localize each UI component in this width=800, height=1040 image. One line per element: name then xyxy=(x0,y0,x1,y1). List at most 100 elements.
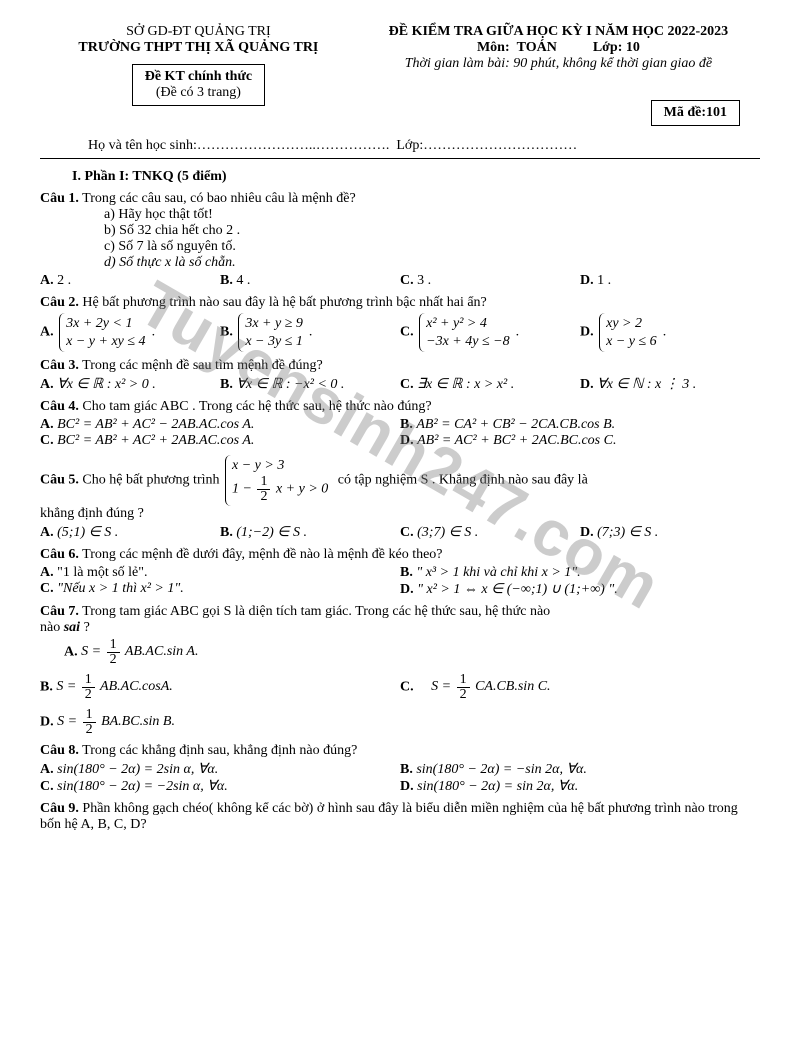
q7-label: Câu 7. xyxy=(40,604,79,619)
q1-ans-B: B. 4 . xyxy=(220,273,400,289)
q6-B-text: " x³ > 1 khi và chỉ khi x > 1". xyxy=(416,565,580,580)
q8-D-text: sin(180° − 2α) = sin 2α, ∀α. xyxy=(417,779,578,794)
q8-text: Trong các khẳng định sau, khẳng định nào… xyxy=(82,743,357,758)
question-9: Câu 9. Phần không gạch chéo( không kể cá… xyxy=(40,801,760,833)
q3-C-text: ∃x ∈ ℝ : x > x² . xyxy=(417,377,514,392)
subject-value: TOÁN xyxy=(517,40,557,55)
q7-C-post: CA.CB.sin C. xyxy=(472,679,551,694)
q4-label: Câu 4. xyxy=(40,399,79,414)
q5-sys1: x − y > 3 xyxy=(232,457,328,475)
q8-A-text: sin(180° − 2α) = 2sin α, ∀α. xyxy=(57,762,218,777)
q2-C2: −3x + 4y ≤ −8 xyxy=(426,333,509,351)
exam-code-box: Mã đề:101 xyxy=(651,100,740,126)
school-name: TRƯỜNG THPT THỊ XÃ QUẢNG TRỊ xyxy=(40,40,357,56)
question-4: Câu 4. Cho tam giác ABC . Trong các hệ t… xyxy=(40,399,760,449)
question-1: Câu 1. Trong các câu sau, có bao nhiêu c… xyxy=(40,191,760,289)
name-field: Họ và tên học sinh:……………………..……………. xyxy=(88,138,389,153)
q1-answers: A. 2 . B. 4 . C. 3 . D. 1 . xyxy=(40,273,760,289)
q2-label: Câu 2. xyxy=(40,295,79,310)
q1-sub-c: c) Số 7 là số nguyên tố. xyxy=(40,239,760,255)
q2-ans-D: D. xy > 2x − y ≤ 6. xyxy=(580,313,760,352)
q3-ans-A: A. ∀x ∈ ℝ : x² > 0 . xyxy=(40,376,220,393)
doc-header: SỞ GD-ĐT QUẢNG TRỊ TRƯỜNG THPT THỊ XÃ QU… xyxy=(40,24,760,126)
q2-B1: 3x + y ≥ 9 xyxy=(245,315,303,333)
grade-value: 10 xyxy=(626,40,640,55)
q7-text2-post: ? xyxy=(80,620,90,635)
q5-text-post: có tập nghiệm S . Khẳng định nào sau đây… xyxy=(338,472,588,487)
q5-D-text: (7;3) ∈ S . xyxy=(597,525,658,540)
name-class-line: Họ và tên học sinh:……………………..……………. Lớp:… xyxy=(40,138,760,154)
q5-A-text: (5;1) ∈ S . xyxy=(57,525,118,540)
q9-label: Câu 9. xyxy=(40,801,79,816)
q5-text-cont: khẳng định đúng ? xyxy=(40,506,760,522)
q2-ans-C: C. x² + y² > 4−3x + 4y ≤ −8. xyxy=(400,313,580,352)
q6-ans-D: D. " x² > 1 ⇔ x ∈ (−∞;1) ∪ (1;+∞) ". xyxy=(400,581,760,598)
official-exam-box: Đề KT chính thức (Đề có 3 trang) xyxy=(132,64,265,106)
q8-ans-C: C. sin(180° − 2α) = −2sin α, ∀α. xyxy=(40,778,400,795)
q7-text: Trong tam giác ABC gọi S là diện tích ta… xyxy=(82,604,550,619)
q2-answers: A. 3x + 2y < 1x − y + xy ≤ 4. B. 3x + y … xyxy=(40,313,760,352)
question-2: Câu 2. Hệ bất phương trình nào sau đây l… xyxy=(40,295,760,352)
q7-ans-C: C. S = 12 CA.CB.sin C. xyxy=(400,673,760,702)
q6-ans-A: A. "1 là một số lẻ". xyxy=(40,565,400,581)
q4-ans-A: A. BC² = AB² + AC² − 2AB.AC.cos A. xyxy=(40,417,400,433)
q5-ans-C: C. (3;7) ∈ S . xyxy=(400,524,580,541)
official-line2: (Đề có 3 trang) xyxy=(145,85,252,101)
q5-system: x − y > 3 1 − 12 x + y > 0 xyxy=(225,455,334,506)
class-field: Lớp:…………………………… xyxy=(396,138,577,153)
question-7: Câu 7. Trong tam giác ABC gọi S là diện … xyxy=(40,604,760,737)
q4-ans-C: C. BC² = AB² + AC² + 2AB.AC.cos A. xyxy=(40,433,400,449)
q2-ans-B: B. 3x + y ≥ 9x − 3y ≤ 1. xyxy=(220,313,400,352)
exam-title: ĐỀ KIỂM TRA GIỮA HỌC KỲ I NĂM HỌC 2022-2… xyxy=(357,24,760,40)
q1-ans-D: D. 1 . xyxy=(580,273,760,289)
q7-B-post: AB.AC.cosA. xyxy=(97,679,173,694)
grade-label: Lớp: xyxy=(593,40,623,55)
q2-B2: x − 3y ≤ 1 xyxy=(245,333,303,351)
header-left: SỞ GD-ĐT QUẢNG TRỊ TRƯỜNG THPT THỊ XÃ QU… xyxy=(40,24,357,106)
q8-label: Câu 8. xyxy=(40,743,79,758)
q3-ans-D: D. ∀x ∈ ℕ : x ⋮ 3 . xyxy=(580,376,760,393)
q1-A-text: 2 . xyxy=(57,273,71,288)
q4-ans-B: B. AB² = CA² + CB² − 2CA.CB.cos B. xyxy=(400,417,760,433)
q7-ans-D: D. S = 12 BA.BC.sin B. xyxy=(40,708,400,737)
q5-label: Câu 5. xyxy=(40,472,79,487)
q2-D2: x − y ≤ 6 xyxy=(606,333,657,351)
q1-sub-d: d) Số thực x là số chẵn. xyxy=(40,255,760,271)
q4-B-text: AB² = CA² + CB² − 2CA.CB.cos B. xyxy=(416,417,615,432)
question-8: Câu 8. Trong các khẳng định sau, khẳng đ… xyxy=(40,743,760,795)
q6-ans-C: C. "Nếu x > 1 thì x² > 1". xyxy=(40,581,400,598)
q6-ans-B: B. " x³ > 1 khi và chỉ khi x > 1". xyxy=(400,565,760,581)
q9-text: Phần không gạch chéo( không kể các bờ) ở… xyxy=(40,801,738,832)
q8-ans-B: B. sin(180° − 2α) = −sin 2α, ∀α. xyxy=(400,761,760,778)
q5-ans-A: A. (5;1) ∈ S . xyxy=(40,524,220,541)
q4-text: Cho tam giác ABC . Trong các hệ thức sau… xyxy=(82,399,431,414)
q5-ans-B: B. (1;−2) ∈ S . xyxy=(220,524,400,541)
q4-C-text: BC² = AB² + AC² + 2AB.AC.cos A. xyxy=(57,433,254,448)
q1-B-text: 4 . xyxy=(236,273,250,288)
q3-D-text: ∀x ∈ ℕ : x ⋮ 3 . xyxy=(597,377,696,392)
header-right: ĐỀ KIỂM TRA GIỮA HỌC KỲ I NĂM HỌC 2022-2… xyxy=(357,24,760,126)
q8-C-text: sin(180° − 2α) = −2sin α, ∀α. xyxy=(57,779,228,794)
q5-answers: A. (5;1) ∈ S . B. (1;−2) ∈ S . C. (3;7) … xyxy=(40,524,760,541)
q7-B-pre: S = xyxy=(56,679,79,694)
q7-answers: A. S = 12 AB.AC.sin A. B. S = 12 AB.AC.c… xyxy=(40,638,760,737)
q5-ans-D: D. (7;3) ∈ S . xyxy=(580,524,760,541)
q4-D-text: AB² = AC² + BC² + 2AC.BC.cos C. xyxy=(417,433,616,448)
q6-A-text: "1 là một số lẻ". xyxy=(57,565,147,580)
q1-sub-b: b) Số 32 chia hết cho 2 . xyxy=(40,223,760,239)
q2-text: Hệ bất phương trình nào sau đây là hệ bấ… xyxy=(82,295,486,310)
q3-ans-B: B. ∀x ∈ ℝ : −x² < 0 . xyxy=(220,376,400,393)
q1-label: Câu 1. xyxy=(40,191,79,206)
q2-A1: 3x + 2y < 1 xyxy=(66,315,145,333)
q8-ans-D: D. sin(180° − 2α) = sin 2α, ∀α. xyxy=(400,778,760,795)
q5-text-pre: Cho hệ bất phương trình xyxy=(82,472,223,487)
q1-text: Trong các câu sau, có bao nhiêu câu là m… xyxy=(82,191,356,206)
q5-sys2: 1 − 12 x + y > 0 xyxy=(232,475,328,504)
q6-text: Trong các mệnh đề dưới đây, mệnh đề nào … xyxy=(82,547,442,562)
question-3: Câu 3. Trong các mệnh đề sau tìm mệnh đề… xyxy=(40,358,760,393)
q8-B-text: sin(180° − 2α) = −sin 2α, ∀α. xyxy=(416,762,587,777)
q5-C-text: (3;7) ∈ S . xyxy=(417,525,478,540)
q7-text2-sai: sai xyxy=(64,620,80,635)
q6-D-text: " x² > 1 ⇔ x ∈ (−∞;1) ∪ (1;+∞) ". xyxy=(417,582,618,597)
q1-ans-A: A. 2 . xyxy=(40,273,220,289)
